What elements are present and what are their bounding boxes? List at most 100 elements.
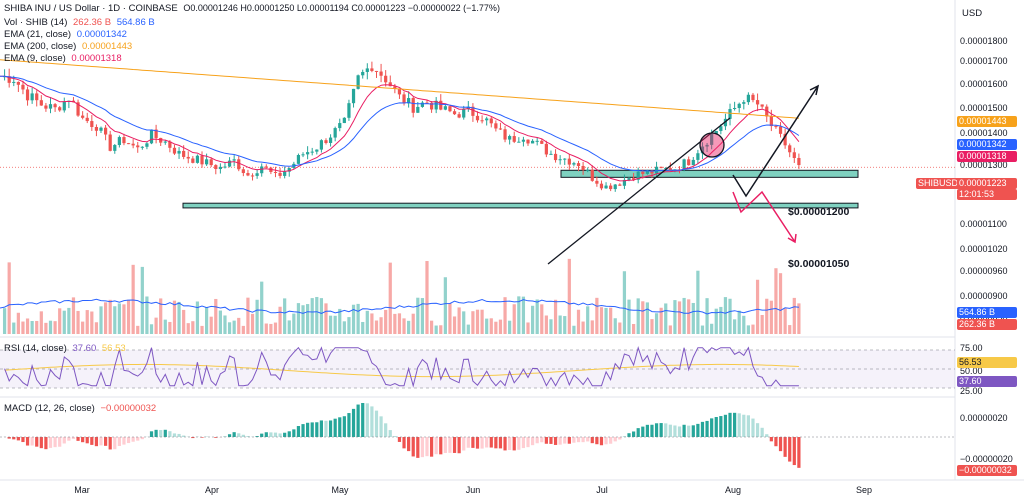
- volume-bar: [544, 315, 548, 334]
- volume-bar: [590, 320, 594, 334]
- volume-bar: [668, 325, 672, 334]
- date-tick: Jun: [465, 485, 481, 495]
- candle-body: [558, 159, 562, 161]
- volume-bar: [117, 303, 121, 334]
- macd-histogram-bar: [746, 415, 750, 437]
- volume-bar: [58, 308, 62, 334]
- macd-histogram-bar: [434, 437, 438, 455]
- volume-bar: [361, 321, 365, 334]
- price-tick: 0.00001700: [960, 56, 1008, 66]
- macd-histogram-bar: [429, 437, 434, 457]
- rsi-tick: 75.00: [960, 343, 983, 353]
- legend-vol[interactable]: Vol · SHIB (14) 262.36 B 564.86 B: [4, 17, 155, 29]
- volume-bar: [411, 313, 415, 334]
- candle-body: [177, 150, 181, 154]
- legend-ema9[interactable]: EMA (9, close) 0.00001318: [4, 53, 122, 65]
- ema-lines: [0, 59, 800, 182]
- zone-0.00001200: [560, 169, 859, 178]
- volume-bar: [498, 319, 503, 334]
- candle-body: [765, 106, 769, 117]
- candle-body: [613, 184, 617, 190]
- candle-body: [260, 166, 264, 174]
- candle-body: [81, 115, 85, 118]
- currency-label[interactable]: USD: [962, 8, 983, 19]
- macd-histogram-bar: [191, 437, 195, 439]
- candle-body: [374, 70, 379, 72]
- macd-label: MACD (12, 26, close): [4, 403, 95, 414]
- legend-ema21[interactable]: EMA (21, close) 0.00001342: [4, 29, 127, 41]
- volume-bar: [103, 302, 108, 334]
- macd-histogram-bar: [590, 437, 594, 444]
- macd-histogram-bar: [227, 434, 232, 437]
- macd-histogram-bar: [498, 437, 503, 449]
- rsi-badge: 37.60: [957, 376, 1017, 387]
- candle-body: [140, 146, 144, 148]
- bearish-projection: [732, 190, 796, 243]
- volume-bar: [149, 324, 154, 334]
- volume-bar: [485, 318, 489, 334]
- ema9-value: 0.00001318: [71, 53, 122, 64]
- macd-histogram-bar: [140, 437, 144, 440]
- volume-bar: [209, 316, 213, 334]
- macd-histogram-bar: [650, 424, 654, 437]
- candle-body: [347, 103, 351, 118]
- candle-body: [526, 139, 530, 144]
- volume-bar: [12, 322, 16, 334]
- macd-histogram-bar: [154, 429, 158, 437]
- macd-histogram-bar: [246, 436, 250, 437]
- macd-histogram-bar: [443, 437, 447, 453]
- volume-bar: [530, 305, 535, 334]
- volume-bar: [489, 318, 493, 334]
- volume-bar: [241, 325, 245, 334]
- macd-histogram-bar: [172, 433, 177, 437]
- volume-bar: [751, 324, 755, 334]
- volume-bar: [471, 311, 475, 334]
- candle-body: [35, 93, 39, 101]
- legend-ema200[interactable]: EMA (200, close) 0.00001443: [4, 41, 132, 53]
- macd-histogram-bar: [631, 431, 636, 437]
- macd-histogram-bar: [333, 418, 337, 437]
- candle-body: [136, 145, 140, 148]
- candle-body: [90, 121, 94, 127]
- macd-histogram-bar: [549, 437, 553, 444]
- volume-bar: [2, 308, 7, 334]
- volume-bar: [44, 322, 48, 334]
- volume-bar: [425, 261, 429, 334]
- candle-body: [122, 137, 126, 144]
- macd-histogram-bar: [719, 416, 723, 437]
- volume-bar: [99, 306, 103, 334]
- candle-body: [361, 71, 365, 76]
- candle-body: [751, 94, 755, 101]
- legend-rsi[interactable]: RSI (14, close) 37.60 56.53: [4, 343, 126, 355]
- macd-histogram-bar: [30, 437, 34, 446]
- candle-body: [223, 166, 227, 168]
- rsi-label: RSI (14, close): [4, 343, 67, 354]
- volume-bar: [719, 306, 723, 334]
- volume-bar: [85, 310, 89, 334]
- macd-histogram-bar: [475, 437, 480, 449]
- volume-bar: [654, 313, 659, 334]
- candle-body: [365, 68, 369, 72]
- volume-bar: [30, 321, 34, 334]
- macd-value: −0.00000032: [100, 403, 157, 414]
- legend-macd[interactable]: MACD (12, 26, close) −0.00000032: [4, 403, 156, 415]
- candle-body: [705, 144, 709, 147]
- zone-0.00001050: [182, 202, 859, 209]
- volume-bar: [677, 301, 682, 334]
- price-tick: 0.00001500: [960, 103, 1008, 113]
- candle-body: [760, 104, 764, 107]
- macd-histogram-bar: [471, 437, 475, 448]
- volume-bar: [131, 264, 135, 334]
- volume-bar: [742, 315, 746, 334]
- rsi-tick: 25.00: [960, 386, 983, 396]
- candle-body: [521, 139, 526, 142]
- legend-title: SHIBA INU / US Dollar · 1D · COINBASE O0…: [4, 3, 500, 15]
- volume-bar: [177, 301, 181, 334]
- macd-histogram-bar: [535, 437, 539, 444]
- macd-histogram-bar: [76, 437, 80, 441]
- bearish-arrowhead: [787, 233, 797, 244]
- macd-histogram-bar: [526, 437, 530, 448]
- volume-bar: [475, 309, 480, 334]
- bullish-arrowhead: [809, 84, 820, 96]
